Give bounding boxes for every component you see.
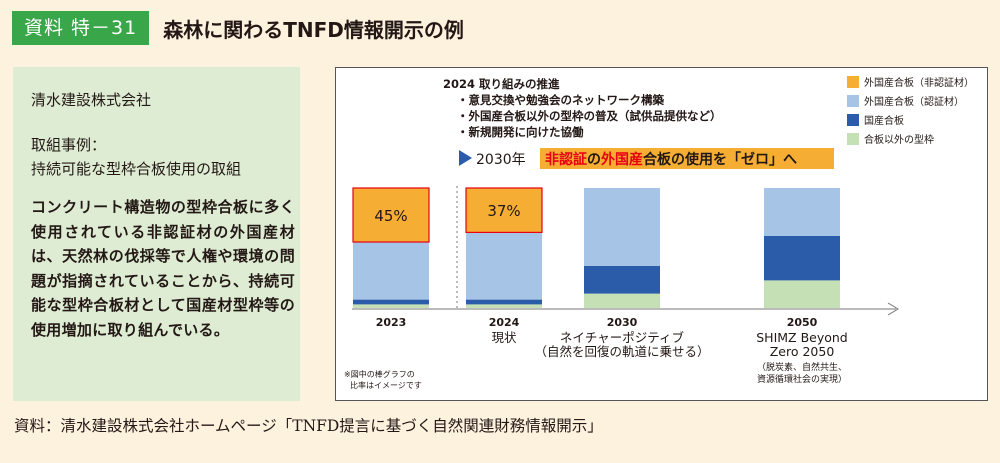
legend-swatch (847, 114, 859, 126)
bar-segment (764, 188, 840, 236)
legend-swatch (847, 76, 859, 88)
goal-highlight (540, 148, 834, 169)
case-heading: 取組事例： 持続可能な型枠合板使用の取組 (31, 133, 241, 181)
x-tick-sublabel: 資源循環社会の実現） (757, 373, 847, 385)
bar-segment (466, 299, 542, 305)
bars-group: 45% 37% (352, 187, 840, 308)
data-label: 45% (374, 207, 407, 225)
company-name: 清水建設株式会社 (31, 91, 152, 109)
legend-label: 外国産合板（認証材） (864, 95, 964, 108)
bar-segment (466, 232, 542, 300)
annotation-item: ・意見交換や勉強会のネットワーク構築 (457, 93, 664, 107)
chart-panel: 2024 取り組みの推進 ・意見交換や勉強会のネットワーク構築 ・外国産合板以外… (335, 67, 988, 401)
left-panel: 清水建設株式会社 取組事例： 持続可能な型枠合板使用の取組 コンクリート構造物の… (13, 67, 300, 401)
bar-segment (353, 304, 429, 308)
goal-text-part: 非認証 (545, 151, 587, 168)
x-tick-sublabel: （自然を回復の軌道に乗せる） (534, 344, 709, 359)
legend-label: 合板以外の型枠 (864, 133, 934, 146)
chart-note: ※図中の棒グラフの (344, 369, 415, 379)
stacked-bar-chart: 2024 取り組みの推進 ・意見交換や勉強会のネットワーク構築 ・外国産合板以外… (344, 76, 974, 390)
x-tick-label: 2050 (787, 316, 818, 329)
goal-text: 非認証の外国産合板の使用を「ゼロ」へ (545, 151, 797, 168)
bar-segment (353, 242, 429, 300)
bar-segment (584, 266, 660, 294)
case-label: 取組事例： (31, 136, 107, 154)
x-tick-sublabel: Zero 2050 (770, 344, 835, 359)
chart-note: 比率はイメージです (350, 380, 422, 390)
legend-swatch (847, 133, 859, 145)
case-title: 持続可能な型枠合板使用の取組 (31, 160, 242, 178)
legend-label: 国産合板 (864, 114, 904, 127)
bar-segment (352, 187, 430, 243)
legend-label: 外国産合板（非認証材） (864, 76, 974, 89)
data-label: 37% (487, 202, 520, 220)
figure-badge: 資料 特－31 (12, 11, 150, 45)
annotation-heading: 2024 取り組みの推進 (443, 77, 560, 91)
annotation-item: ・新規開発に向けた協働 (457, 125, 584, 139)
x-tick-sublabel: SHIMZ Beyond (756, 330, 848, 345)
bar-segment (584, 188, 660, 266)
x-tick-label: 2023 (376, 316, 407, 329)
bar-segment (353, 299, 429, 305)
goal-arrow-icon (459, 150, 472, 166)
annotation-item: ・外国産合板以外の型枠の普及（試供品提供など） (457, 109, 722, 123)
x-tick-sublabel: 現状 (491, 330, 517, 345)
goal-text-part: 合板の使用を「ゼロ」へ (643, 151, 797, 168)
goal-year: 2030年 (476, 152, 526, 168)
bar-segment (764, 280, 840, 308)
x-tick-sublabel: ネイチャーポジティブ (560, 330, 685, 345)
goal-text-part: 外国産 (601, 151, 643, 168)
x-axis-arrow-icon (887, 302, 899, 316)
bar-segment (584, 293, 660, 308)
bar-segment (465, 187, 543, 234)
case-description: コンクリート構造物の型枠合板に多く使用されている非認証材の外国産材は、天然林の伐… (31, 198, 295, 339)
legend-swatch (847, 95, 859, 107)
figure-title: 森林に関わるTNFD情報開示の例 (163, 17, 464, 42)
goal-text-part: の (587, 152, 601, 168)
bar-segment (466, 304, 542, 308)
bar-segment (764, 236, 840, 281)
source-note: 資料：清水建設株式会社ホームページ「TNFD提言に基づく自然関連財務情報開示」 (14, 417, 603, 435)
header: 資料 特－31 森林に関わるTNFD情報開示の例 (12, 10, 464, 46)
x-tick-label: 2024 (489, 316, 520, 329)
x-tick-label: 2030 (607, 316, 638, 329)
x-tick-sublabel: （脱炭素、自然共生、 (757, 361, 847, 373)
